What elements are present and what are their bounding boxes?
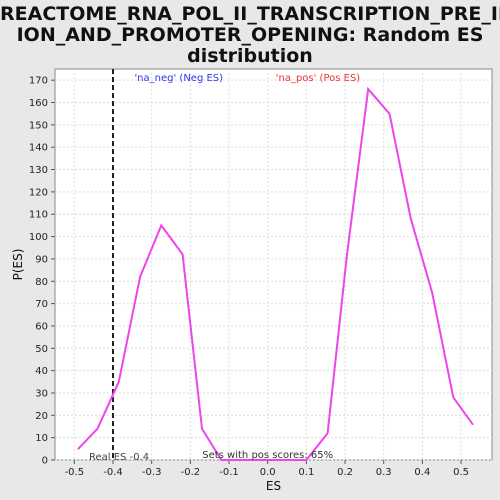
- x-tick-label: -0.5: [65, 467, 85, 478]
- axis-layer: -0.5 -0.4 -0.3 -0.2 -0.1 0.0 0.1 0.2 0.3 0.4 0.5 0 1…: [29, 76, 469, 478]
- pos-es-label: 'na_pos' (Pos ES): [276, 73, 361, 84]
- y-tick-label: 0: [42, 456, 48, 467]
- y-tick-label: 110: [29, 210, 48, 221]
- x-axis-title: ES: [266, 479, 281, 493]
- series-point: [181, 253, 184, 256]
- x-tick-label: 0.1: [298, 467, 314, 478]
- y-tick-label: 70: [35, 299, 48, 310]
- y-tick-label: 160: [29, 98, 48, 109]
- y-tick-label: 20: [35, 411, 48, 422]
- y-tick-label: 80: [35, 277, 48, 288]
- series-point: [388, 112, 391, 115]
- y-tick-label: 40: [35, 366, 48, 377]
- series-point: [346, 253, 348, 256]
- y-tick-label: 10: [35, 433, 48, 444]
- y-tick-label: 170: [29, 76, 48, 87]
- x-tick-label: 0.0: [260, 467, 276, 478]
- y-tick-label: 50: [35, 344, 48, 355]
- series-point: [266, 459, 269, 461]
- x-tick-label: 0.4: [414, 467, 430, 478]
- series-point: [118, 381, 120, 383]
- series-point: [201, 427, 203, 430]
- series-point: [326, 432, 329, 434]
- chart-title-line-1: REACTOME_RNA_POL_II_TRANSCRIPTION_PRE_IN…: [0, 3, 500, 25]
- y-axis-title: P(ES): [11, 249, 25, 281]
- real-es-label: Real ES -0.4: [89, 452, 149, 463]
- series-point: [96, 427, 99, 430]
- neg-es-label: 'na_neg' (Neg ES): [134, 73, 223, 84]
- y-tick-label: 120: [29, 187, 48, 198]
- series-point: [305, 459, 308, 461]
- pos-scores-label: Sets with pos scores: 65%: [202, 450, 333, 461]
- x-tick-label: -0.2: [181, 467, 201, 478]
- x-tick-label: 0.2: [337, 467, 353, 478]
- y-tick-label: 150: [29, 120, 48, 131]
- series-point: [452, 396, 455, 399]
- y-tick-label: 30: [35, 388, 48, 399]
- chart-title-line-3: distribution: [187, 45, 313, 67]
- series-point: [239, 459, 242, 461]
- x-tick-label: 0.3: [376, 467, 392, 478]
- series-point: [220, 459, 223, 461]
- grid-layer: [55, 69, 492, 461]
- series-point: [431, 291, 433, 294]
- series-point: [160, 224, 163, 227]
- point-layer: [77, 88, 474, 461]
- series-point: [367, 88, 370, 90]
- x-tick-label: -0.1: [219, 467, 239, 478]
- series-point: [77, 448, 80, 450]
- y-tick-label: 90: [35, 254, 48, 265]
- y-tick-label: 140: [29, 143, 48, 154]
- chart-title-line-2: ION_AND_PROMOTER_OPENING: Random ES: [16, 24, 484, 46]
- plot-area: [54, 68, 493, 461]
- x-tick-label: -0.4: [103, 467, 123, 478]
- series-point: [139, 275, 141, 278]
- x-tick-label: 0.5: [453, 467, 469, 478]
- y-tick-label: 100: [29, 232, 48, 243]
- series-point: [409, 217, 412, 220]
- series-point: [471, 423, 474, 426]
- y-tick-label: 60: [35, 321, 48, 332]
- x-tick-label: -0.3: [142, 467, 162, 478]
- y-tick-label: 130: [29, 165, 48, 176]
